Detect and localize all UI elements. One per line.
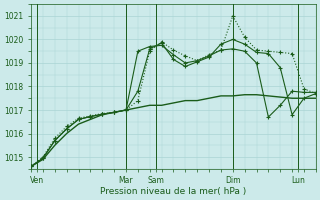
X-axis label: Pression niveau de la mer( hPa ): Pression niveau de la mer( hPa ): [100, 187, 247, 196]
